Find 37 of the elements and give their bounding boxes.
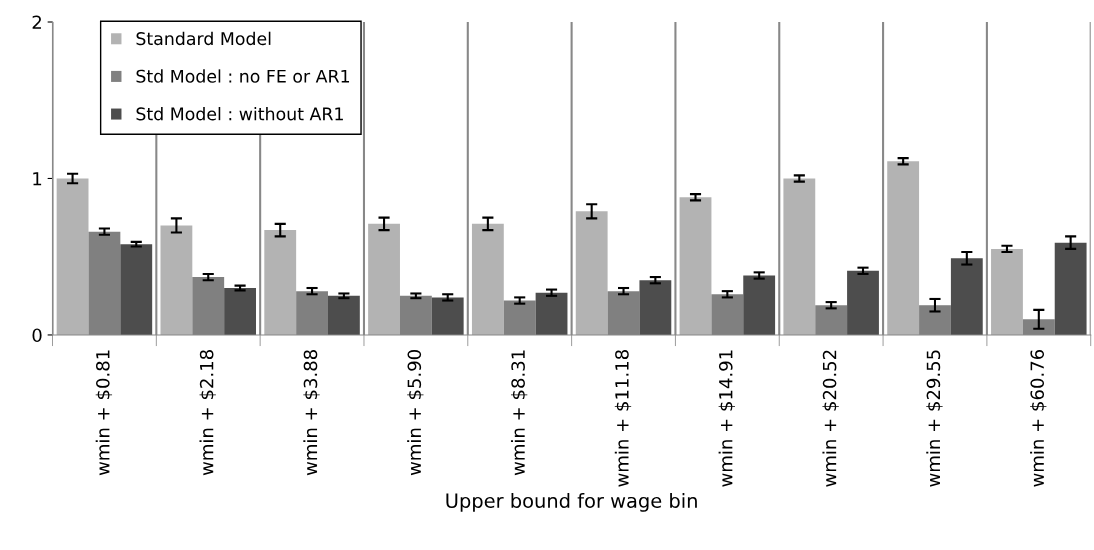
bar <box>1054 242 1087 335</box>
x-tick-label: wmin + $0.81 <box>95 350 113 476</box>
legend-label: Std Model : without AR1 <box>136 106 343 121</box>
bar <box>224 288 256 335</box>
bar <box>471 223 504 335</box>
bar <box>120 244 153 335</box>
bar <box>783 178 816 335</box>
x-tick-label: wmin + $29.55 <box>926 350 943 487</box>
x-axis-title: Upper bound for wage bin <box>446 492 697 512</box>
legend-label: Std Model : no FE or AR1 <box>136 69 350 83</box>
bar <box>431 297 464 335</box>
x-tick-label: wmin + $14.91 <box>718 350 735 487</box>
bar <box>950 258 983 335</box>
x-tick-label: wmin + $2.18 <box>199 350 216 476</box>
x-tick-label: wmin + $11.18 <box>614 350 632 487</box>
bar <box>743 275 776 335</box>
bar <box>264 230 297 335</box>
bar <box>327 295 360 335</box>
bar <box>368 223 400 335</box>
bar <box>847 270 879 335</box>
legend-label: Standard Model <box>136 31 271 46</box>
bar <box>887 161 920 335</box>
bar <box>535 292 568 335</box>
bar <box>639 280 672 335</box>
x-tick-label: wmin + $5.90 <box>407 350 424 476</box>
y-tick-label: 1 <box>33 172 42 186</box>
bar <box>679 197 712 335</box>
bar <box>991 248 1023 335</box>
x-tick-label: wmin + $60.76 <box>1030 349 1047 487</box>
x-tick-label: wmin + $20.52 <box>822 350 839 487</box>
y-tick-label: 2 <box>32 15 41 29</box>
bar <box>160 225 193 335</box>
bar <box>56 178 89 335</box>
x-tick-label: wmin + $3.88 <box>303 350 320 476</box>
y-tick-label: 0 <box>32 328 42 343</box>
bar <box>575 211 608 335</box>
x-tick-label: wmin + $8.31 <box>510 350 528 476</box>
